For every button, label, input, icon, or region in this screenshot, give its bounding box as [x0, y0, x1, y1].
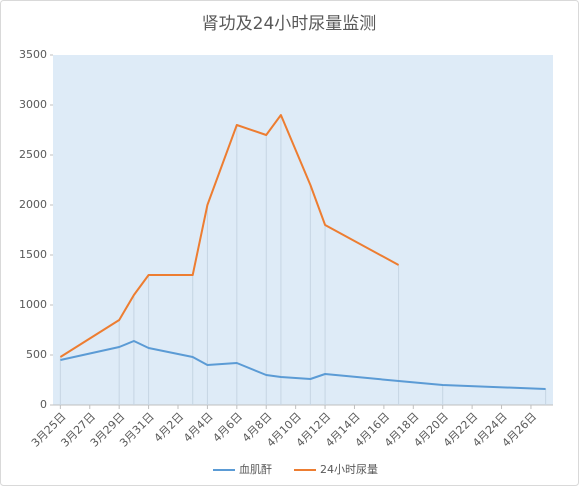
legend-label: 血肌酐 [239, 462, 272, 476]
y-tick-label: 3500 [19, 48, 47, 61]
legend-label: 24小时尿量 [320, 463, 378, 476]
y-tick-label: 2500 [19, 148, 47, 161]
chart-title: 肾功及24小时尿量监测 [202, 14, 377, 34]
y-tick-label: 1500 [19, 248, 47, 261]
y-tick-label: 2000 [19, 198, 47, 211]
y-tick-label: 0 [40, 398, 47, 411]
series-line [59, 114, 400, 358]
y-tick-label: 1000 [19, 298, 47, 311]
y-tick-label: 500 [26, 348, 47, 361]
plot-area [53, 55, 553, 405]
series-line [60, 340, 546, 390]
y-tick-label: 3000 [19, 98, 47, 111]
